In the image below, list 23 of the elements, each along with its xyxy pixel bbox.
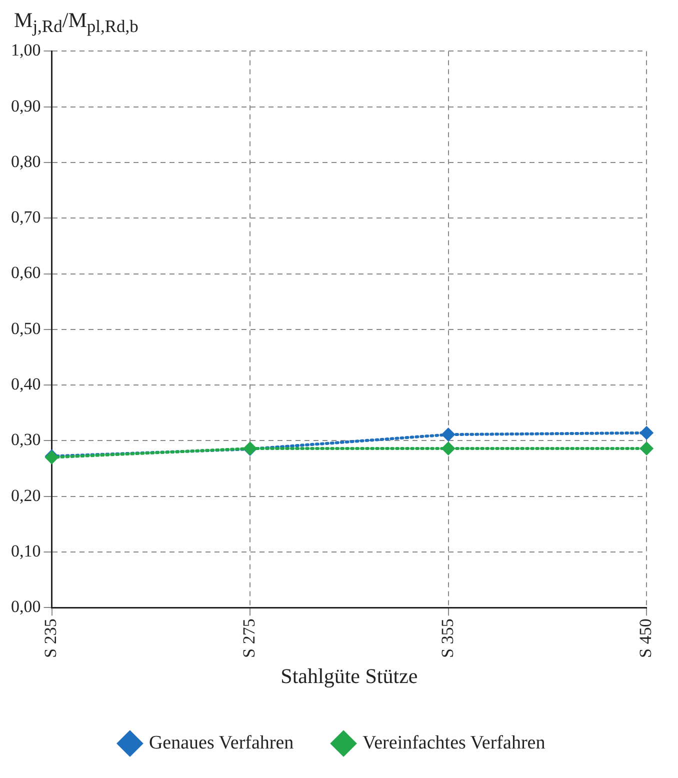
x-tick-label: S 450 (636, 618, 656, 658)
y-tick-label: 0,60 (11, 263, 41, 282)
point (640, 441, 654, 456)
y-tick-label: 0,20 (11, 486, 41, 505)
y-axis-title: M$_{j,Rd}$/M$_{pl,Rd,b}$ (13, 8, 140, 38)
y-tick-label: 0,30 (11, 430, 41, 450)
legend-label: Vereinfachtes Verfahren (362, 732, 546, 754)
y-tick-label: 0,90 (11, 96, 41, 116)
x-tick-label: S 235 (41, 618, 60, 658)
y-tick-label: 0,80 (11, 152, 41, 171)
legend-label: Genaues Verfahren (148, 732, 294, 754)
y-tick-label: 1,00 (11, 40, 41, 60)
x-tick-label: S 275 (240, 618, 258, 658)
x-tick-label: S 355 (438, 618, 457, 658)
point (441, 441, 456, 456)
y-tick-label: 0,40 (11, 374, 41, 394)
point (640, 426, 654, 440)
point (441, 428, 456, 442)
y-tick-label: 0,70 (11, 208, 41, 227)
y-tick-label: 0,00 (11, 597, 41, 616)
y-tick-label: 0,50 (11, 318, 41, 338)
y-tick-label: 0,10 (11, 541, 41, 560)
x-axis-title: Stahlgüte Stütze (280, 664, 418, 688)
